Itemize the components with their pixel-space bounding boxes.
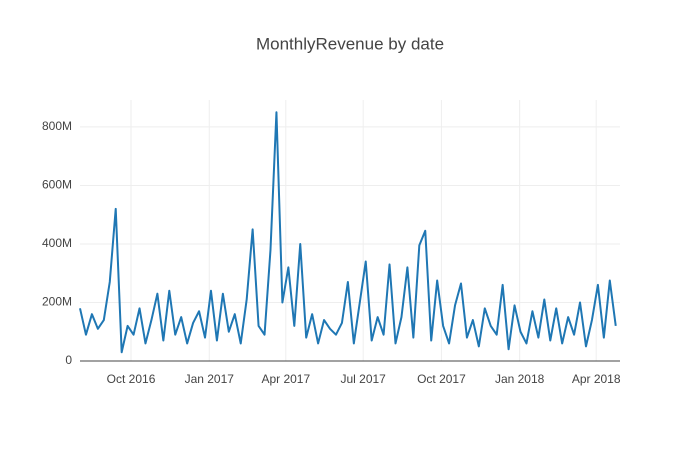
x-tick-label: Jan 2018 xyxy=(495,372,545,386)
x-tick-label: Apr 2018 xyxy=(572,372,621,386)
y-tick-label: 400M xyxy=(42,236,72,250)
y-tick-label: 800M xyxy=(42,119,72,133)
x-tick-label: Jul 2017 xyxy=(340,372,386,386)
y-tick-label: 0 xyxy=(65,353,72,367)
x-tick-label: Apr 2017 xyxy=(261,372,310,386)
y-tick-label: 600M xyxy=(42,178,72,192)
chart-title: MonthlyRevenue by date xyxy=(256,34,444,53)
data-line xyxy=(79,111,617,354)
y-tick-label: 200M xyxy=(42,295,72,309)
x-tick-label: Oct 2016 xyxy=(107,372,156,386)
x-tick-label: Jan 2017 xyxy=(185,372,235,386)
x-tick-label: Oct 2017 xyxy=(417,372,466,386)
